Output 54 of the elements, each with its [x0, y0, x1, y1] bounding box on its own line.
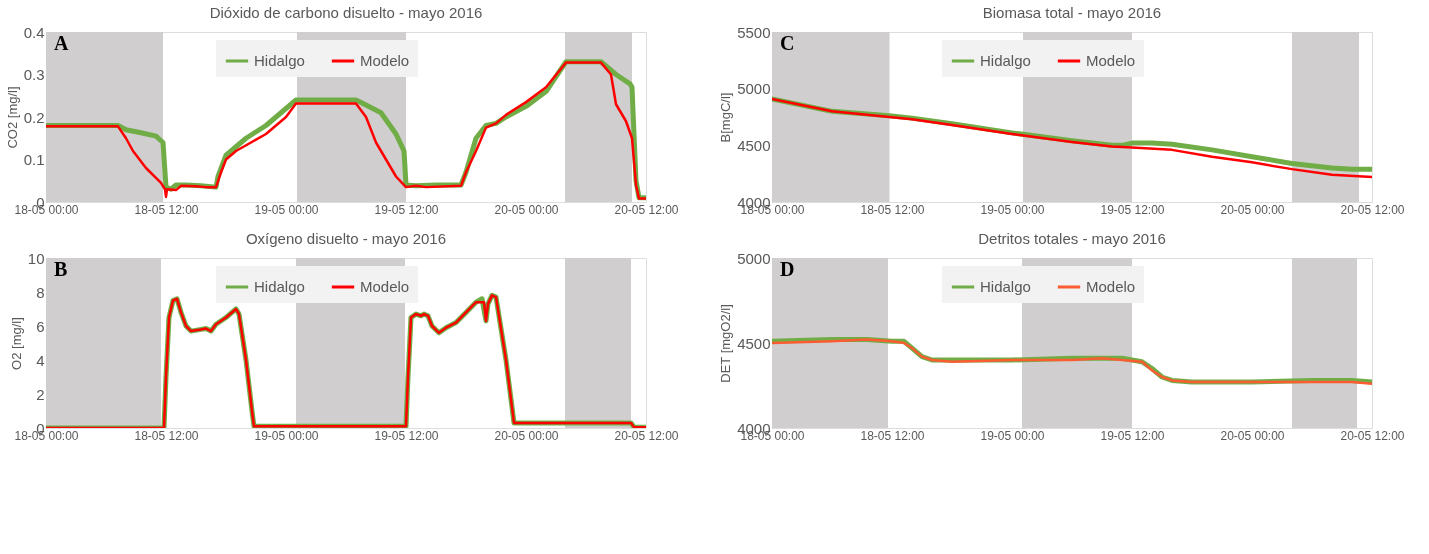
annotation: B [54, 258, 68, 280]
legend-label: Modelo [360, 278, 410, 295]
y-tick-label: 5500 [737, 23, 771, 41]
x-tick-label: 20-05 00:00 [1220, 428, 1285, 443]
legend-label: Hidalgo [980, 278, 1031, 295]
x-tick-label: 19-05 00:00 [980, 428, 1045, 443]
legend-label: Modelo [1086, 52, 1136, 69]
x-tick-label: 18-05 12:00 [860, 202, 925, 217]
legend-label: Modelo [360, 52, 410, 69]
y-tick-label: 0.1 [23, 151, 45, 168]
y-tick-label: 4500 [737, 136, 771, 154]
x-tick-label: 18-05 12:00 [134, 428, 199, 443]
y-tick-label: 0.4 [23, 23, 45, 41]
y-tick-label: 4500 [737, 334, 771, 352]
chart-title: Oxígeno disuelto - mayo 2016 [245, 230, 447, 247]
annotation: A [54, 32, 69, 54]
y-tick-label: 10 [27, 249, 45, 267]
y-tick-label: 2 [36, 385, 45, 403]
y-tick-label: 4 [36, 351, 45, 369]
annotation: C [780, 32, 795, 54]
chart-title: Detritos totales - mayo 2016 [978, 230, 1166, 247]
y-tick-label: 0.2 [23, 108, 45, 126]
y-axis-title: DET [mgO2/l] [718, 304, 734, 383]
chart-title: Dióxido de carbono disuelto - mayo 2016 [209, 4, 483, 21]
x-tick-label: 19-05 12:00 [374, 428, 439, 443]
x-tick-label: 19-05 00:00 [254, 202, 319, 217]
x-tick-label: 20-05 12:00 [1340, 202, 1405, 217]
x-tick-label: 20-05 00:00 [1220, 202, 1285, 217]
x-tick-label: 19-05 00:00 [980, 202, 1045, 217]
legend-label: Modelo [1086, 278, 1136, 295]
y-tick-label: 0.3 [23, 66, 45, 83]
y-tick-label: 6 [36, 317, 45, 335]
x-tick-label: 19-05 12:00 [1100, 428, 1165, 443]
chart-title: Biomasa total - mayo 2016 [982, 4, 1162, 21]
x-tick-label: 20-05 00:00 [494, 428, 559, 443]
y-tick-label: 8 [36, 283, 45, 301]
x-tick-label: 20-05 12:00 [1340, 428, 1405, 443]
legend-label: Hidalgo [254, 52, 305, 69]
y-axis-title: CO2 [mg/l] [4, 86, 20, 149]
y-axis-title: B[mgC/l] [718, 92, 734, 143]
x-tick-label: 20-05 00:00 [494, 202, 559, 217]
x-tick-label: 18-05 12:00 [134, 202, 199, 217]
x-tick-label: 19-05 12:00 [374, 202, 439, 217]
y-tick-label: 5000 [737, 249, 771, 267]
annotation: D [780, 258, 795, 280]
legend-label: Hidalgo [980, 52, 1031, 69]
y-axis-title: O2 [mg/l] [8, 317, 24, 370]
x-tick-label: 20-05 12:00 [614, 428, 679, 443]
x-tick-label: 19-05 00:00 [254, 428, 319, 443]
legend-label: Hidalgo [254, 278, 305, 295]
x-tick-label: 18-05 12:00 [860, 428, 925, 443]
x-tick-label: 19-05 12:00 [1100, 202, 1165, 217]
y-tick-label: 5000 [737, 80, 771, 98]
x-tick-label: 20-05 12:00 [614, 202, 679, 217]
